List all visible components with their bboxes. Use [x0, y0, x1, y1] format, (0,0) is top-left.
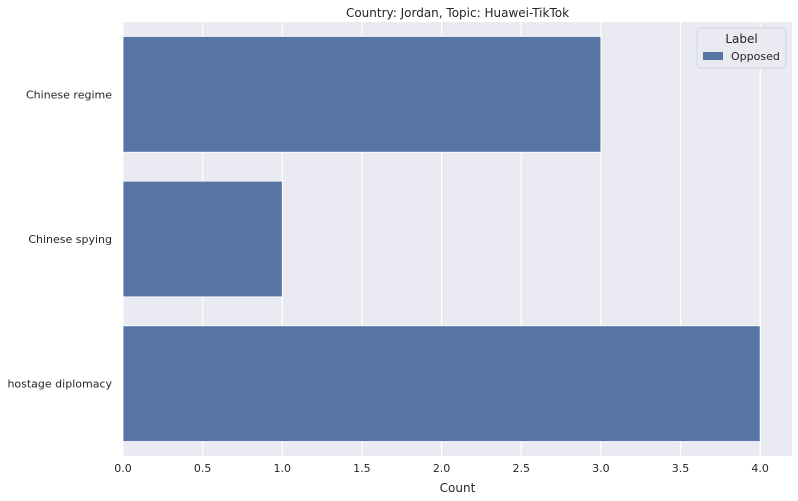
- y-axis-ticks: Chinese regime Chinese spying hostage dipl…: [7, 88, 112, 390]
- bars: [122, 36, 761, 442]
- bar: [122, 325, 761, 442]
- x-tick-label: 2.0: [433, 462, 451, 475]
- x-tick-label: 0.0: [114, 462, 132, 475]
- x-axis-title: Count: [440, 481, 476, 495]
- y-tick-label: hostage diplomacy: [7, 378, 112, 391]
- x-axis-ticks: 0.0 0.5 1.0 1.5 2.0 2.5 3.0 3.5 4.0: [114, 462, 769, 475]
- y-tick-label: Chinese regime: [26, 88, 112, 101]
- x-tick-label: 3.5: [672, 462, 690, 475]
- x-tick-label: 0.5: [194, 462, 212, 475]
- x-tick-label: 2.5: [512, 462, 530, 475]
- legend-title: Label: [725, 32, 757, 46]
- x-tick-label: 1.0: [274, 462, 292, 475]
- x-tick-label: 4.0: [751, 462, 769, 475]
- legend-swatch-opposed: [703, 52, 723, 60]
- legend-label-opposed: Opposed: [731, 50, 780, 63]
- chart-title: Country: Jordan, Topic: Huawei-TikTok: [346, 6, 569, 20]
- x-tick-label: 1.5: [353, 462, 371, 475]
- x-tick-label: 3.0: [592, 462, 610, 475]
- legend: Label Opposed: [696, 27, 787, 69]
- bar: [122, 180, 283, 298]
- y-tick-label: Chinese spying: [28, 233, 112, 246]
- bar: [122, 36, 602, 153]
